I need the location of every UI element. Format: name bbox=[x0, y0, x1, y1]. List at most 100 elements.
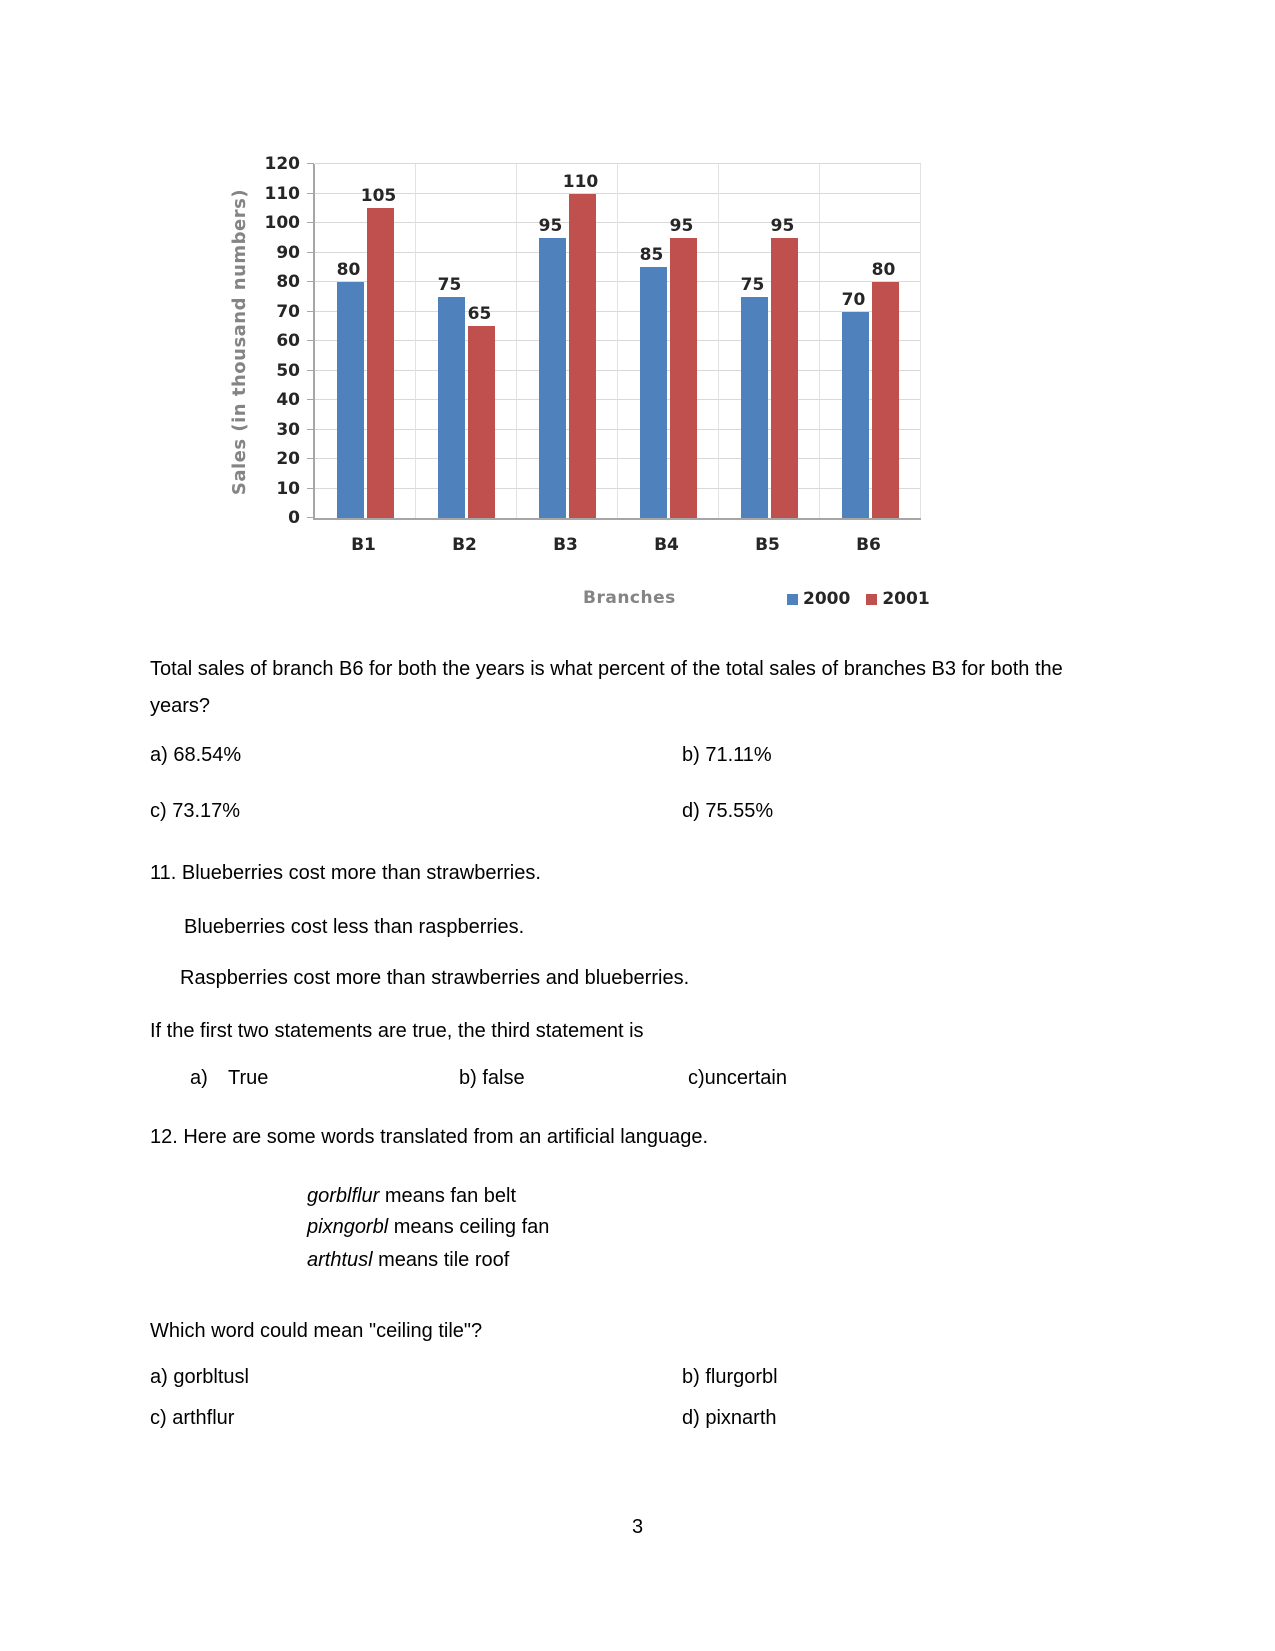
q11-option-c: c)uncertain bbox=[688, 1067, 787, 1089]
q11-options-row: a) True b) false c)uncertain bbox=[150, 1067, 1200, 1095]
bar-2001-B1 bbox=[367, 208, 394, 518]
gridline-70 bbox=[315, 310, 921, 312]
gridline-40 bbox=[315, 399, 921, 400]
bar-2000-B5 bbox=[741, 296, 768, 518]
glossary-word-3: arthtusl bbox=[307, 1249, 373, 1271]
y-tick-label-80: 80 bbox=[276, 272, 300, 292]
bar-label-2001-B2: 65 bbox=[467, 304, 492, 325]
q10-stem-line2: years? bbox=[150, 695, 211, 717]
legend-swatch-2001 bbox=[866, 593, 878, 605]
gridline-60 bbox=[315, 340, 921, 341]
bar-2001-B2 bbox=[468, 326, 495, 518]
q10-options-row-2: c) 73.17% d) 75.55% bbox=[150, 800, 1200, 828]
q10-options-row-1: a) 68.54% b) 71.11% bbox=[150, 744, 1200, 772]
x-category-label-B1: B1 bbox=[351, 535, 376, 555]
gridline-50 bbox=[315, 369, 921, 371]
q11-statement-3: Raspberries cost more than strawberries … bbox=[180, 967, 690, 989]
legend-swatch-2000 bbox=[787, 593, 798, 605]
bar-2001-B5 bbox=[771, 237, 798, 518]
bar-label-2000-B1: 80 bbox=[336, 260, 361, 280]
x-category-label-B6: B6 bbox=[856, 535, 881, 555]
legend-item-2000: 2000 bbox=[787, 589, 850, 609]
question-10-stem: Total sales of branch B6 for both the ye… bbox=[150, 651, 1063, 725]
y-tick-label-100: 100 bbox=[264, 213, 301, 233]
gridline-110 bbox=[315, 192, 921, 194]
y-tick-label-10: 10 bbox=[276, 478, 300, 499]
q11-option-b: b) false bbox=[459, 1067, 525, 1089]
y-tick-label-30: 30 bbox=[276, 419, 300, 440]
y-tick-mark-70 bbox=[307, 310, 314, 312]
q12-glossary-line-2: pixngorbl means ceiling fan bbox=[307, 1216, 549, 1239]
bar-2000-B1 bbox=[337, 282, 364, 518]
gridline-30 bbox=[315, 428, 921, 430]
gridline-20 bbox=[315, 458, 921, 459]
bar-label-2000-B5: 75 bbox=[740, 274, 765, 295]
y-tick-mark-90 bbox=[307, 251, 314, 253]
q12-intro: 12. Here are some words translated from … bbox=[150, 1126, 709, 1148]
y-tick-label-0: 0 bbox=[288, 508, 300, 528]
bar-2000-B3 bbox=[539, 237, 566, 518]
y-tick-mark-120 bbox=[307, 163, 314, 164]
bar-label-2001-B5: 95 bbox=[770, 215, 795, 236]
q12-option-b: b) flurgorbl bbox=[682, 1366, 778, 1388]
q12-options-row-1: a) gorbltusl b) flurgorbl bbox=[150, 1366, 1200, 1394]
bar-label-2000-B2: 75 bbox=[437, 274, 462, 295]
q11-statement-1: 11. Blueberries cost more than strawberr… bbox=[150, 862, 541, 884]
bar-label-2000-B6: 70 bbox=[841, 289, 866, 310]
sales-bar-chart: Sales (in thousand numbers) Branches 200… bbox=[0, 0, 1275, 640]
y-tick-mark-80 bbox=[307, 281, 314, 282]
bar-label-2001-B1: 105 bbox=[360, 186, 397, 207]
q11-statement-2: Blueberries cost less than raspberries. bbox=[184, 916, 525, 938]
y-tick-mark-50 bbox=[307, 369, 314, 371]
bar-2001-B4 bbox=[670, 237, 697, 518]
y-tick-label-60: 60 bbox=[276, 331, 300, 351]
q10-stem-line1: Total sales of branch B6 for both the ye… bbox=[150, 658, 1063, 680]
q12-prompt: Which word could mean "ceiling tile"? bbox=[150, 1320, 483, 1342]
bar-2000-B6 bbox=[842, 311, 869, 518]
bar-2001-B6 bbox=[872, 282, 899, 518]
y-tick-label-20: 20 bbox=[276, 449, 300, 469]
bar-label-2000-B3: 95 bbox=[538, 215, 563, 236]
v-gridline-3 bbox=[617, 164, 618, 518]
bar-label-2001-B3: 110 bbox=[562, 171, 599, 192]
bar-2000-B4 bbox=[640, 267, 667, 518]
y-tick-label-40: 40 bbox=[276, 390, 300, 410]
bar-label-2001-B6: 80 bbox=[871, 260, 896, 280]
y-tick-mark-0 bbox=[307, 517, 314, 518]
glossary-word-2: pixngorbl bbox=[307, 1216, 389, 1238]
glossary-word-1: gorblflur bbox=[307, 1185, 380, 1207]
glossary-rest-1: means fan belt bbox=[379, 1185, 517, 1207]
q10-option-a: a) 68.54% bbox=[150, 744, 242, 766]
gridline-10 bbox=[315, 487, 921, 489]
v-gridline-4 bbox=[718, 164, 719, 518]
legend-item-2001: 2001 bbox=[866, 589, 930, 609]
y-tick-label-90: 90 bbox=[276, 242, 300, 263]
gridline-80 bbox=[315, 281, 921, 282]
y-tick-mark-40 bbox=[307, 399, 314, 400]
x-axis-title: Branches bbox=[583, 588, 676, 608]
legend-label-2001: 2001 bbox=[882, 589, 930, 609]
y-tick-label-70: 70 bbox=[276, 301, 300, 322]
q12-glossary-line-1: gorblflur means fan belt bbox=[307, 1185, 516, 1208]
x-category-label-B4: B4 bbox=[654, 535, 679, 555]
q12-option-a: a) gorbltusl bbox=[150, 1366, 249, 1388]
gridline-90 bbox=[315, 251, 921, 253]
page-number: 3 bbox=[631, 1516, 644, 1538]
v-gridline-6 bbox=[920, 164, 921, 518]
glossary-rest-3: means tile roof bbox=[372, 1249, 510, 1271]
gridline-120 bbox=[315, 163, 921, 164]
q11-option-a-label: a) bbox=[190, 1067, 208, 1089]
q11-option-a-text: True bbox=[228, 1067, 269, 1089]
x-category-label-B3: B3 bbox=[553, 535, 578, 555]
q11-prompt: If the first two statements are true, th… bbox=[150, 1020, 644, 1042]
bar-2000-B2 bbox=[438, 296, 465, 518]
y-tick-label-110: 110 bbox=[264, 183, 301, 204]
q12-options-row-2: c) arthflur d) pixnarth bbox=[150, 1407, 1200, 1435]
y-tick-label-50: 50 bbox=[276, 360, 300, 381]
y-tick-mark-60 bbox=[307, 340, 314, 341]
v-gridline-5 bbox=[819, 164, 820, 518]
v-gridline-2 bbox=[516, 164, 517, 518]
x-category-label-B2: B2 bbox=[452, 535, 477, 555]
chart-legend: 2000 2001 bbox=[787, 589, 930, 609]
